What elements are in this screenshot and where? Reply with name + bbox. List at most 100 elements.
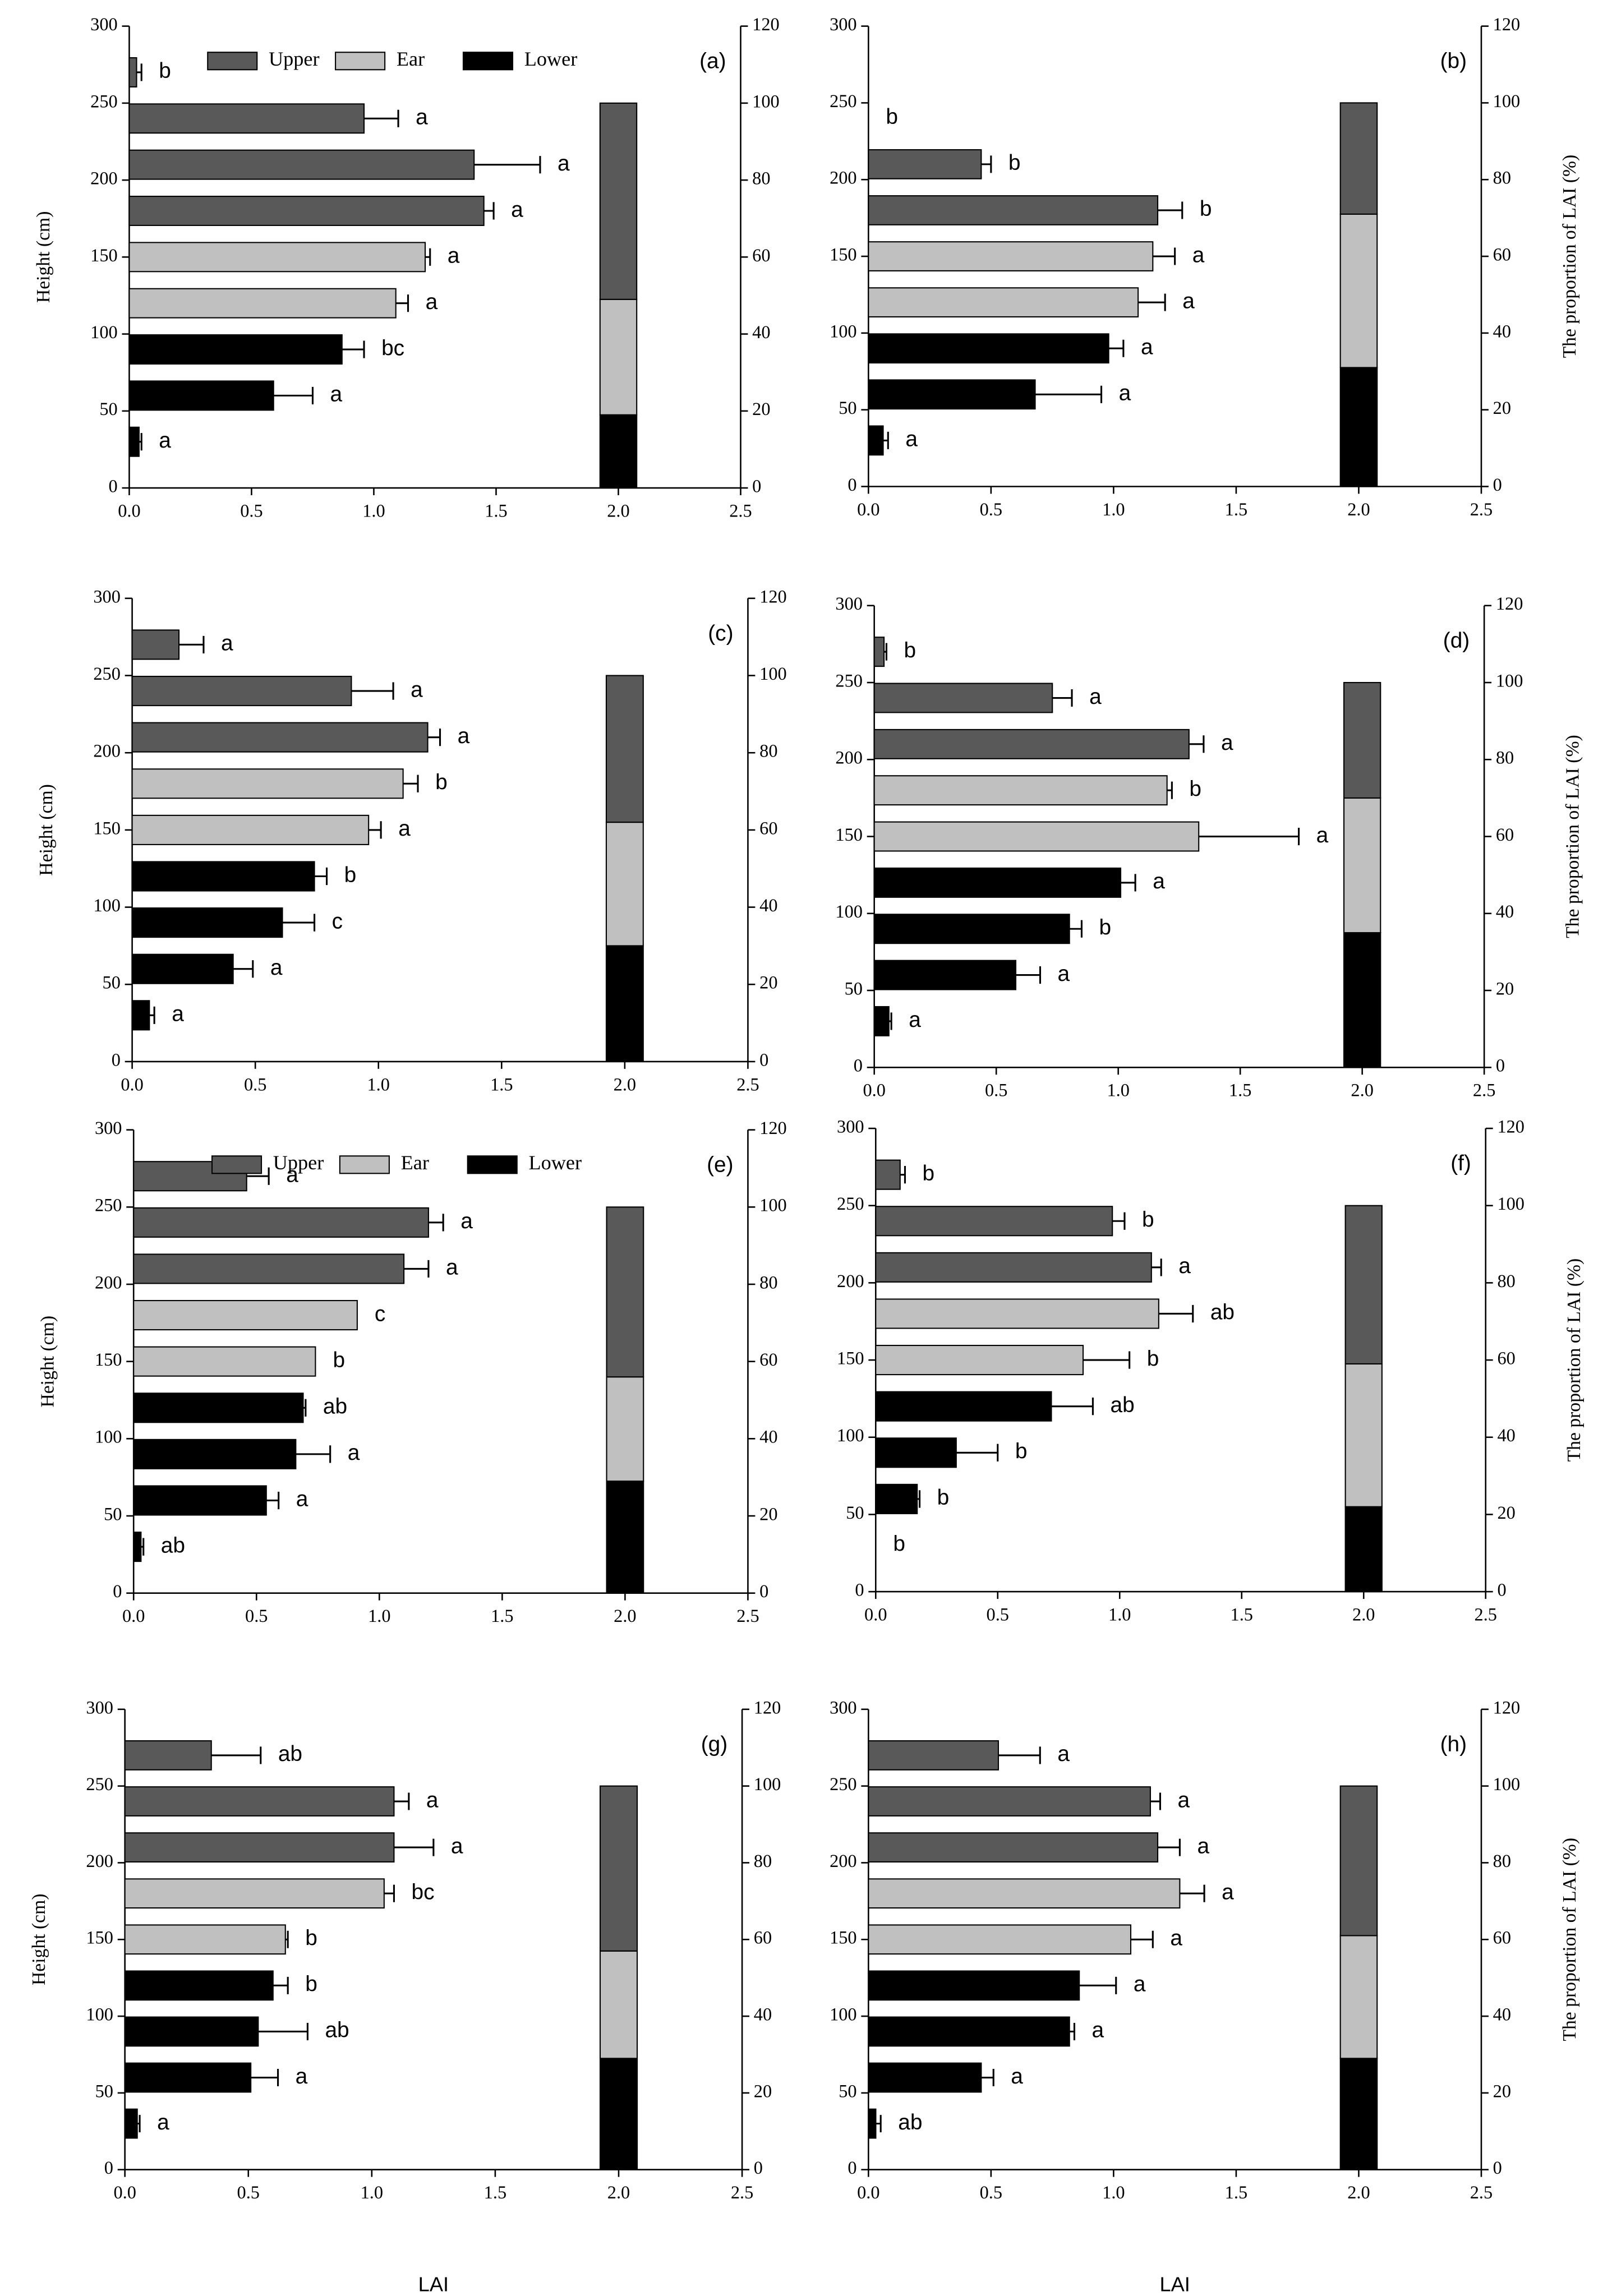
significance-letter: a xyxy=(511,197,523,222)
y2-tick-label: 100 xyxy=(1493,1774,1521,1794)
error-bar xyxy=(981,2069,994,2087)
x-tick-label: 0.0 xyxy=(864,1605,887,1625)
bar xyxy=(124,2062,252,2093)
error-bar xyxy=(428,1214,444,1232)
bar xyxy=(124,1740,212,1771)
y2-tick-label: 120 xyxy=(1497,1116,1525,1136)
significance-letter: a xyxy=(1170,1926,1182,1951)
error-bar xyxy=(1138,293,1166,311)
y-tick-label: 100 xyxy=(830,2004,857,2025)
y-tick-label: 300 xyxy=(837,1116,864,1136)
error-bar xyxy=(917,1490,921,1508)
bar xyxy=(868,287,1139,318)
y2-tick-label: 20 xyxy=(752,399,770,419)
y-tick-label: 200 xyxy=(93,741,121,761)
bar xyxy=(124,1924,286,1955)
proportion-segment xyxy=(1343,932,1381,1068)
panel-label: (a) xyxy=(699,49,726,73)
x-tick-label: 1.0 xyxy=(1102,499,1125,519)
significance-letter: ab xyxy=(1110,1393,1134,1417)
x-tick-label: 0.0 xyxy=(121,1074,143,1094)
significance-letter: a xyxy=(286,1163,298,1187)
significance-letter: a xyxy=(330,382,343,407)
bar xyxy=(873,775,1168,806)
y-tick-label: 200 xyxy=(835,748,863,768)
significance-letter: a xyxy=(458,724,470,748)
error-bar xyxy=(137,2115,141,2133)
bar xyxy=(868,1878,1181,1909)
x-tick-label: 2.0 xyxy=(1347,2182,1370,2202)
significance-letter: a xyxy=(157,2110,169,2134)
bar xyxy=(875,1437,957,1468)
proportion-segment xyxy=(1339,2058,1378,2170)
error-bar xyxy=(395,294,409,312)
bar xyxy=(124,2016,259,2047)
significance-letter: a xyxy=(1178,1254,1191,1278)
significance-letter: a xyxy=(448,244,460,268)
y2-tick-label: 40 xyxy=(1497,1425,1515,1445)
error-bar xyxy=(1108,339,1125,357)
y2-axis-title: The proportion of LAI (%) xyxy=(1564,1258,1585,1462)
significance-letter: a xyxy=(1058,962,1070,986)
bar xyxy=(131,907,283,938)
legend-swatch xyxy=(211,1155,262,1174)
bar xyxy=(124,1970,274,2001)
bar xyxy=(131,953,234,984)
y-tick-label: 250 xyxy=(830,1774,857,1794)
significance-letter: a xyxy=(296,1487,308,1511)
proportion-segment xyxy=(599,1785,638,1952)
x-tick-label: 1.0 xyxy=(1108,1605,1131,1625)
significance-letter: b xyxy=(333,1348,345,1372)
error-bar xyxy=(1015,966,1042,984)
bar xyxy=(868,241,1154,271)
y-tick-label: 0 xyxy=(848,2157,856,2178)
significance-letter: a xyxy=(416,105,428,130)
x-tick-label: 2.0 xyxy=(614,1074,636,1094)
y2-tick-label: 60 xyxy=(752,245,770,265)
error-bar xyxy=(427,729,441,746)
bar xyxy=(131,768,404,799)
bar xyxy=(875,1206,1113,1237)
error-bar xyxy=(233,960,254,978)
x-tick-label: 2.0 xyxy=(1351,1080,1373,1100)
bar xyxy=(133,1532,142,1562)
error-bar xyxy=(1189,735,1205,753)
significance-letter: a xyxy=(172,1002,184,1026)
y2-tick-label: 80 xyxy=(752,168,770,188)
y-tick-label: 200 xyxy=(90,168,118,188)
error-bar xyxy=(1153,247,1176,265)
y2-tick-label: 20 xyxy=(1493,2081,1511,2101)
error-bar xyxy=(149,1006,155,1024)
y2-tick-label: 100 xyxy=(1496,670,1523,690)
error-bar xyxy=(364,109,399,127)
y-tick-label: 150 xyxy=(93,818,121,838)
error-bar xyxy=(1158,201,1183,219)
y-tick-label: 100 xyxy=(86,2004,113,2025)
y2-tick-label: 0 xyxy=(1496,1055,1505,1076)
x-tick-label: 2.5 xyxy=(1470,2182,1493,2202)
y2-tick-label: 0 xyxy=(759,1581,768,1601)
y2-tick-label: 40 xyxy=(759,1427,777,1447)
y2-tick-label: 80 xyxy=(1496,748,1514,768)
significance-letter: a xyxy=(411,677,423,702)
x-tick-label: 0.0 xyxy=(122,1606,145,1626)
y2-tick-label: 100 xyxy=(1497,1193,1525,1214)
error-bar xyxy=(483,202,495,220)
y2-tick-label: 20 xyxy=(759,1504,777,1524)
y2-tick-label: 20 xyxy=(1497,1502,1515,1523)
error-bar xyxy=(876,2115,882,2133)
y2-tick-label: 40 xyxy=(752,322,770,342)
y-tick-label: 250 xyxy=(837,1193,864,1214)
error-bar xyxy=(282,914,316,932)
error-bar xyxy=(1035,385,1103,403)
bar xyxy=(875,1345,1084,1376)
bar xyxy=(873,960,1017,990)
bar xyxy=(875,1483,918,1514)
proportion-segment xyxy=(606,1481,644,1594)
x-axis-title: LAI xyxy=(1159,2272,1190,2295)
y-tick-label: 100 xyxy=(837,1425,864,1445)
significance-letter: a xyxy=(1222,1880,1234,1904)
bar xyxy=(873,821,1200,852)
significance-letter: b xyxy=(1147,1347,1159,1371)
x-tick-label: 1.0 xyxy=(1107,1080,1129,1100)
